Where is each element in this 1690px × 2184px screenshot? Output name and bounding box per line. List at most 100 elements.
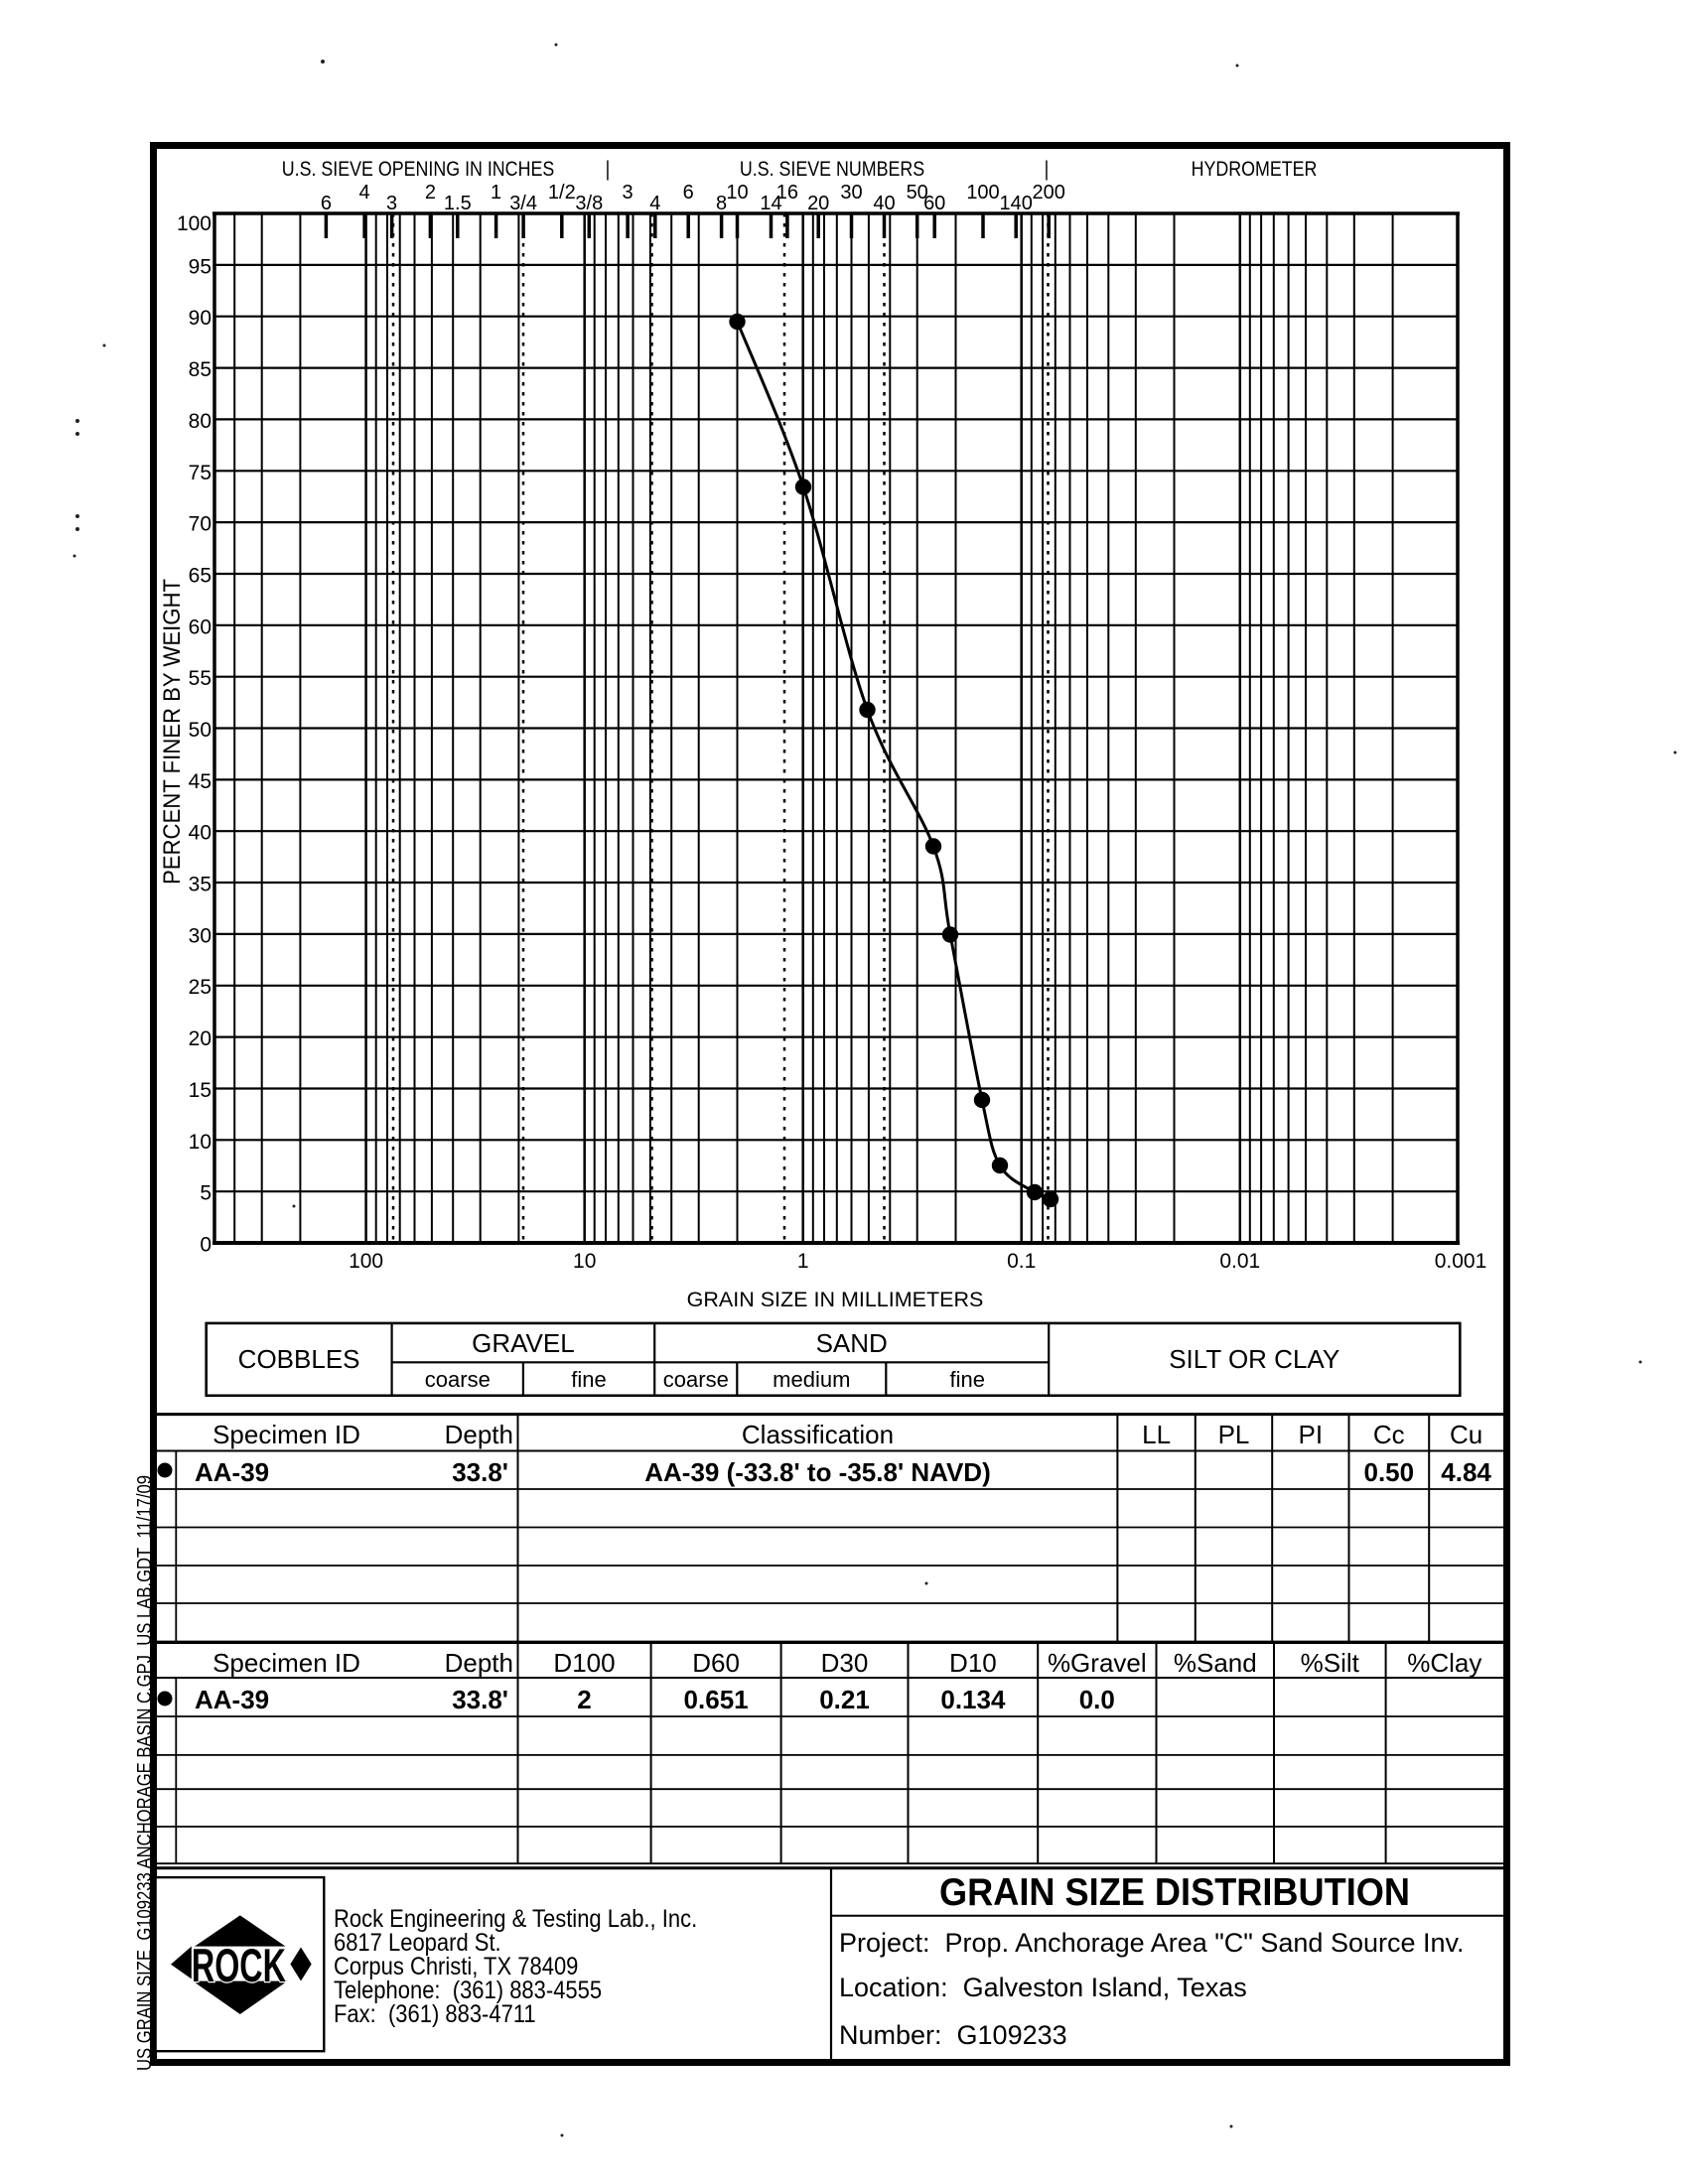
svg-text:10: 10 xyxy=(573,1250,596,1273)
svg-text:SAND: SAND xyxy=(816,1328,888,1358)
svg-text:1/2: 1/2 xyxy=(548,182,576,204)
svg-text:55: 55 xyxy=(189,667,211,690)
svg-text:U.S. SIEVE OPENING IN INCHES: U.S. SIEVE OPENING IN INCHES xyxy=(282,158,554,182)
svg-text:fine: fine xyxy=(949,1367,984,1392)
svg-text:140: 140 xyxy=(1000,193,1033,214)
svg-text:33.8': 33.8' xyxy=(452,1685,508,1714)
svg-text:1: 1 xyxy=(491,182,501,204)
svg-text:D30: D30 xyxy=(821,1648,869,1678)
svg-text:Classification: Classification xyxy=(742,1420,894,1449)
svg-text:PERCENT FINER BY WEIGHT: PERCENT FINER BY WEIGHT xyxy=(159,579,186,885)
svg-text:33.8': 33.8' xyxy=(452,1457,508,1487)
svg-text:50: 50 xyxy=(189,719,211,742)
svg-text:US GRAIN SIZE G109233 ANCHORA: US GRAIN SIZE G109233 ANCHORAGE BASIN C.… xyxy=(134,1475,156,2071)
svg-text:SILT OR CLAY: SILT OR CLAY xyxy=(1169,1344,1339,1374)
svg-text:coarse: coarse xyxy=(425,1367,491,1392)
svg-text:|: | xyxy=(1045,158,1050,182)
svg-text:90: 90 xyxy=(189,307,211,330)
svg-text:Depth: Depth xyxy=(445,1420,513,1449)
svg-text:1: 1 xyxy=(797,1250,809,1273)
svg-text:%Clay: %Clay xyxy=(1407,1648,1481,1678)
svg-text:40: 40 xyxy=(189,822,211,845)
svg-text:60: 60 xyxy=(189,615,211,638)
svg-text:AA-39: AA-39 xyxy=(195,1457,269,1487)
svg-text:%Sand: %Sand xyxy=(1174,1648,1257,1678)
svg-text:50: 50 xyxy=(907,182,928,204)
svg-text:Cu: Cu xyxy=(1450,1420,1482,1449)
svg-text:0.0: 0.0 xyxy=(1079,1685,1115,1714)
svg-text:2: 2 xyxy=(425,182,436,204)
svg-text:PI: PI xyxy=(1299,1420,1324,1449)
svg-text:%Gravel: %Gravel xyxy=(1048,1648,1147,1678)
svg-text:30: 30 xyxy=(840,182,862,204)
svg-text:0.21: 0.21 xyxy=(819,1685,870,1714)
svg-text:5: 5 xyxy=(200,1182,211,1205)
svg-text:85: 85 xyxy=(189,358,211,381)
svg-text:6: 6 xyxy=(683,182,694,204)
svg-text:3: 3 xyxy=(386,193,397,214)
svg-text:GRAVEL: GRAVEL xyxy=(472,1328,575,1358)
svg-text:4: 4 xyxy=(359,182,370,204)
svg-text:0.651: 0.651 xyxy=(684,1685,749,1714)
svg-text:Specimen ID: Specimen ID xyxy=(212,1648,360,1678)
svg-text:GRAIN SIZE IN MILLIMETERS: GRAIN SIZE IN MILLIMETERS xyxy=(687,1288,984,1311)
svg-text:%Silt: %Silt xyxy=(1301,1648,1360,1678)
svg-text:Project: Prop. Anchorage Area: Project: Prop. Anchorage Area "C" Sand S… xyxy=(839,1928,1465,1958)
svg-text:Rock Engineering & Testing Lab: Rock Engineering & Testing Lab., Inc. xyxy=(334,1905,697,1933)
svg-text:0: 0 xyxy=(200,1234,211,1257)
svg-text:D10: D10 xyxy=(949,1648,997,1678)
svg-text:65: 65 xyxy=(189,565,211,588)
svg-text:40: 40 xyxy=(873,193,895,214)
svg-text:Number: G109233: Number: G109233 xyxy=(839,2020,1067,2050)
svg-text:Fax: (361) 883-4711: Fax: (361) 883-4711 xyxy=(334,2000,536,2028)
svg-text:D60: D60 xyxy=(692,1648,740,1678)
svg-text:COBBLES: COBBLES xyxy=(238,1344,360,1374)
svg-text:100: 100 xyxy=(966,182,999,204)
svg-text:Cc: Cc xyxy=(1373,1420,1405,1449)
svg-text:Telephone: (361) 883-4555: Telephone: (361) 883-4555 xyxy=(334,1977,602,2004)
svg-text:200: 200 xyxy=(1033,182,1065,204)
svg-text:|: | xyxy=(606,158,611,182)
svg-text:75: 75 xyxy=(189,462,211,484)
svg-text:10: 10 xyxy=(726,182,748,204)
svg-text:0.50: 0.50 xyxy=(1363,1457,1414,1487)
svg-text:6: 6 xyxy=(321,193,332,214)
svg-text:45: 45 xyxy=(189,770,211,793)
svg-text:20: 20 xyxy=(189,1027,211,1050)
svg-text:AA-39 (-33.8' to -35.8' NAVD): AA-39 (-33.8' to -35.8' NAVD) xyxy=(644,1457,991,1487)
svg-text:3/8: 3/8 xyxy=(575,193,603,214)
svg-text:80: 80 xyxy=(189,410,211,433)
svg-text:100: 100 xyxy=(349,1250,383,1273)
svg-text:PL: PL xyxy=(1218,1420,1250,1449)
svg-text:HYDROMETER: HYDROMETER xyxy=(1192,158,1318,182)
svg-text:3/4: 3/4 xyxy=(509,193,537,214)
svg-text:3: 3 xyxy=(623,182,634,204)
svg-text:AA-39: AA-39 xyxy=(195,1685,269,1714)
svg-text:6817 Leopard St.: 6817 Leopard St. xyxy=(334,1929,501,1957)
svg-text:95: 95 xyxy=(189,255,211,278)
svg-text:15: 15 xyxy=(189,1079,211,1102)
svg-text:U.S. SIEVE NUMBERS: U.S. SIEVE NUMBERS xyxy=(740,158,924,182)
svg-text:Specimen ID: Specimen ID xyxy=(212,1420,360,1449)
svg-text:8: 8 xyxy=(716,193,727,214)
svg-text:LL: LL xyxy=(1142,1420,1171,1449)
svg-text:0.1: 0.1 xyxy=(1007,1250,1036,1273)
svg-text:20: 20 xyxy=(807,193,829,214)
svg-text:Depth: Depth xyxy=(445,1648,513,1678)
svg-text:D100: D100 xyxy=(553,1648,615,1678)
svg-text:30: 30 xyxy=(189,924,211,947)
svg-text:4: 4 xyxy=(649,193,660,214)
svg-text:fine: fine xyxy=(571,1367,606,1392)
svg-text:1.5: 1.5 xyxy=(444,193,472,214)
svg-text:2: 2 xyxy=(577,1685,591,1714)
svg-text:14: 14 xyxy=(760,193,781,214)
svg-text:0.001: 0.001 xyxy=(1435,1250,1487,1273)
svg-text:0.01: 0.01 xyxy=(1219,1250,1260,1273)
svg-text:ROCK: ROCK xyxy=(192,1939,286,1991)
svg-text:70: 70 xyxy=(189,513,211,536)
svg-text:10: 10 xyxy=(189,1131,211,1154)
svg-text:60: 60 xyxy=(923,193,945,214)
svg-text:25: 25 xyxy=(189,976,211,999)
svg-text:medium: medium xyxy=(773,1367,850,1392)
svg-text:Location: Galveston Island, T: Location: Galveston Island, Texas xyxy=(839,1973,1247,2002)
